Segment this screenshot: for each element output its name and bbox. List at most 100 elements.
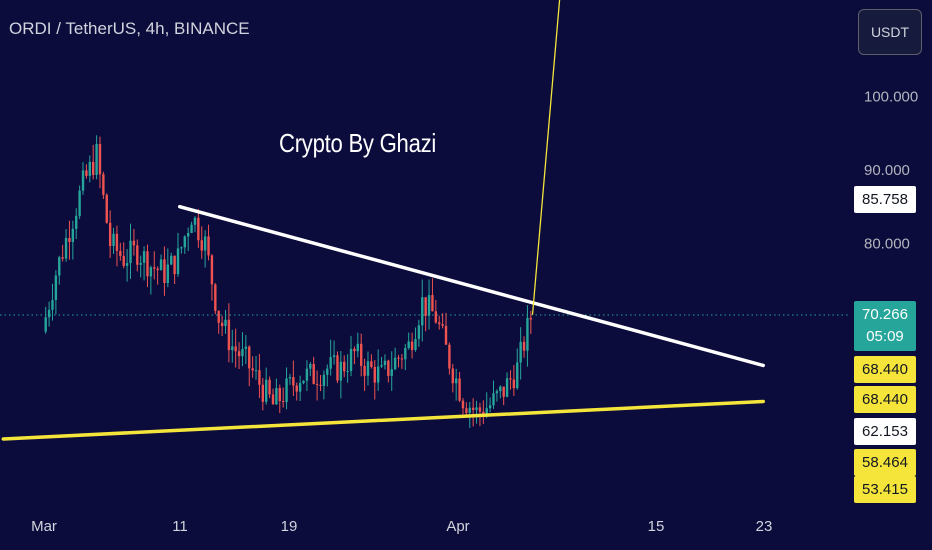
candle-down (424, 297, 427, 316)
candle-up (326, 368, 329, 375)
candle-down (68, 238, 71, 242)
candle-up (64, 238, 68, 259)
candle-up (241, 348, 244, 357)
candle-down (105, 194, 108, 223)
candle-down (478, 407, 482, 412)
price-badge-label: 70.266 (862, 306, 908, 323)
candle-up (499, 386, 502, 392)
candle-down (312, 363, 315, 384)
candle-down (458, 378, 461, 401)
resistance-trendline (177, 204, 765, 368)
candle-up (190, 224, 193, 234)
candle-up (407, 341, 410, 348)
candle-down (387, 360, 390, 376)
price-badge (854, 301, 916, 351)
candle-down (214, 284, 217, 311)
candle-up (54, 275, 58, 300)
candle-down (336, 355, 339, 381)
price-badge-label: 85.758 (862, 191, 908, 208)
candle-down (119, 250, 122, 256)
price-badge (854, 476, 916, 503)
candle-up (492, 393, 495, 406)
candle-down (163, 259, 166, 284)
candle-down (115, 233, 119, 251)
currency-button[interactable]: USDT (858, 9, 922, 55)
candle-up (380, 365, 383, 367)
candle-down (234, 346, 237, 352)
x-tick-label: 15 (648, 518, 665, 535)
candle-up (505, 378, 509, 397)
candle-down (220, 322, 224, 327)
candle-down (278, 387, 281, 402)
candle-down (353, 348, 356, 352)
price-badge-label: 62.153 (862, 423, 908, 440)
price-badge (854, 356, 916, 383)
price-badge-label: 68.440 (862, 391, 908, 408)
candle-down (156, 268, 159, 271)
price-badge (854, 449, 916, 476)
candle-up (376, 366, 380, 383)
candle-up (495, 391, 499, 394)
candle-up (346, 371, 349, 373)
price-badge (854, 386, 916, 413)
candle-up (203, 236, 207, 251)
candle-up (519, 341, 522, 363)
candle-down (173, 255, 176, 275)
candle-down (217, 310, 220, 323)
candle-up (275, 387, 278, 405)
candle-down (363, 365, 366, 376)
candle-down (370, 361, 373, 368)
price-badge-label: 53.415 (862, 481, 908, 498)
x-tick-label: 19 (281, 518, 298, 535)
candle-down (295, 385, 298, 392)
candle-up (475, 407, 478, 411)
candle-down (319, 384, 322, 386)
candle-down (207, 236, 210, 256)
candle-down (102, 174, 105, 195)
candle-up (309, 363, 312, 369)
candle-down (441, 324, 444, 326)
candle-down (400, 358, 404, 360)
target-arrow-line (531, 0, 561, 315)
candle-down (444, 325, 448, 345)
x-tick-label: Apr (446, 518, 469, 535)
candle-down (315, 383, 319, 385)
candle-up (298, 383, 302, 392)
candle-up (516, 362, 519, 389)
candle-up (176, 248, 180, 275)
candle-down (61, 257, 64, 259)
candle-down (281, 401, 285, 403)
candle-down (261, 384, 265, 402)
candle-up (454, 378, 458, 384)
x-tick-label: Mar (31, 518, 57, 535)
candle-up (485, 408, 488, 417)
candle-up (193, 217, 197, 225)
candle-up (78, 190, 81, 216)
candle-down (502, 386, 505, 397)
candle-up (47, 309, 51, 318)
candle-up (88, 161, 91, 176)
candle-down (91, 161, 95, 175)
candle-down (509, 378, 512, 380)
candle-up (58, 257, 61, 276)
candle-down (227, 319, 231, 351)
candle-up (186, 233, 190, 237)
candle-up (329, 357, 332, 369)
candle-down (85, 170, 88, 176)
candle-up (159, 259, 163, 271)
candle-down (359, 343, 363, 366)
candle-up (356, 343, 360, 352)
candle-down (251, 368, 254, 371)
candle-up (254, 370, 258, 372)
candle-up (51, 299, 54, 310)
candle-down (522, 341, 526, 351)
candle-up (390, 369, 393, 376)
candle-up (366, 361, 370, 376)
candle-up (488, 405, 492, 409)
candle-up (288, 377, 292, 379)
candle-down (434, 311, 438, 323)
candle-up (75, 215, 78, 229)
candle-up (383, 360, 387, 366)
